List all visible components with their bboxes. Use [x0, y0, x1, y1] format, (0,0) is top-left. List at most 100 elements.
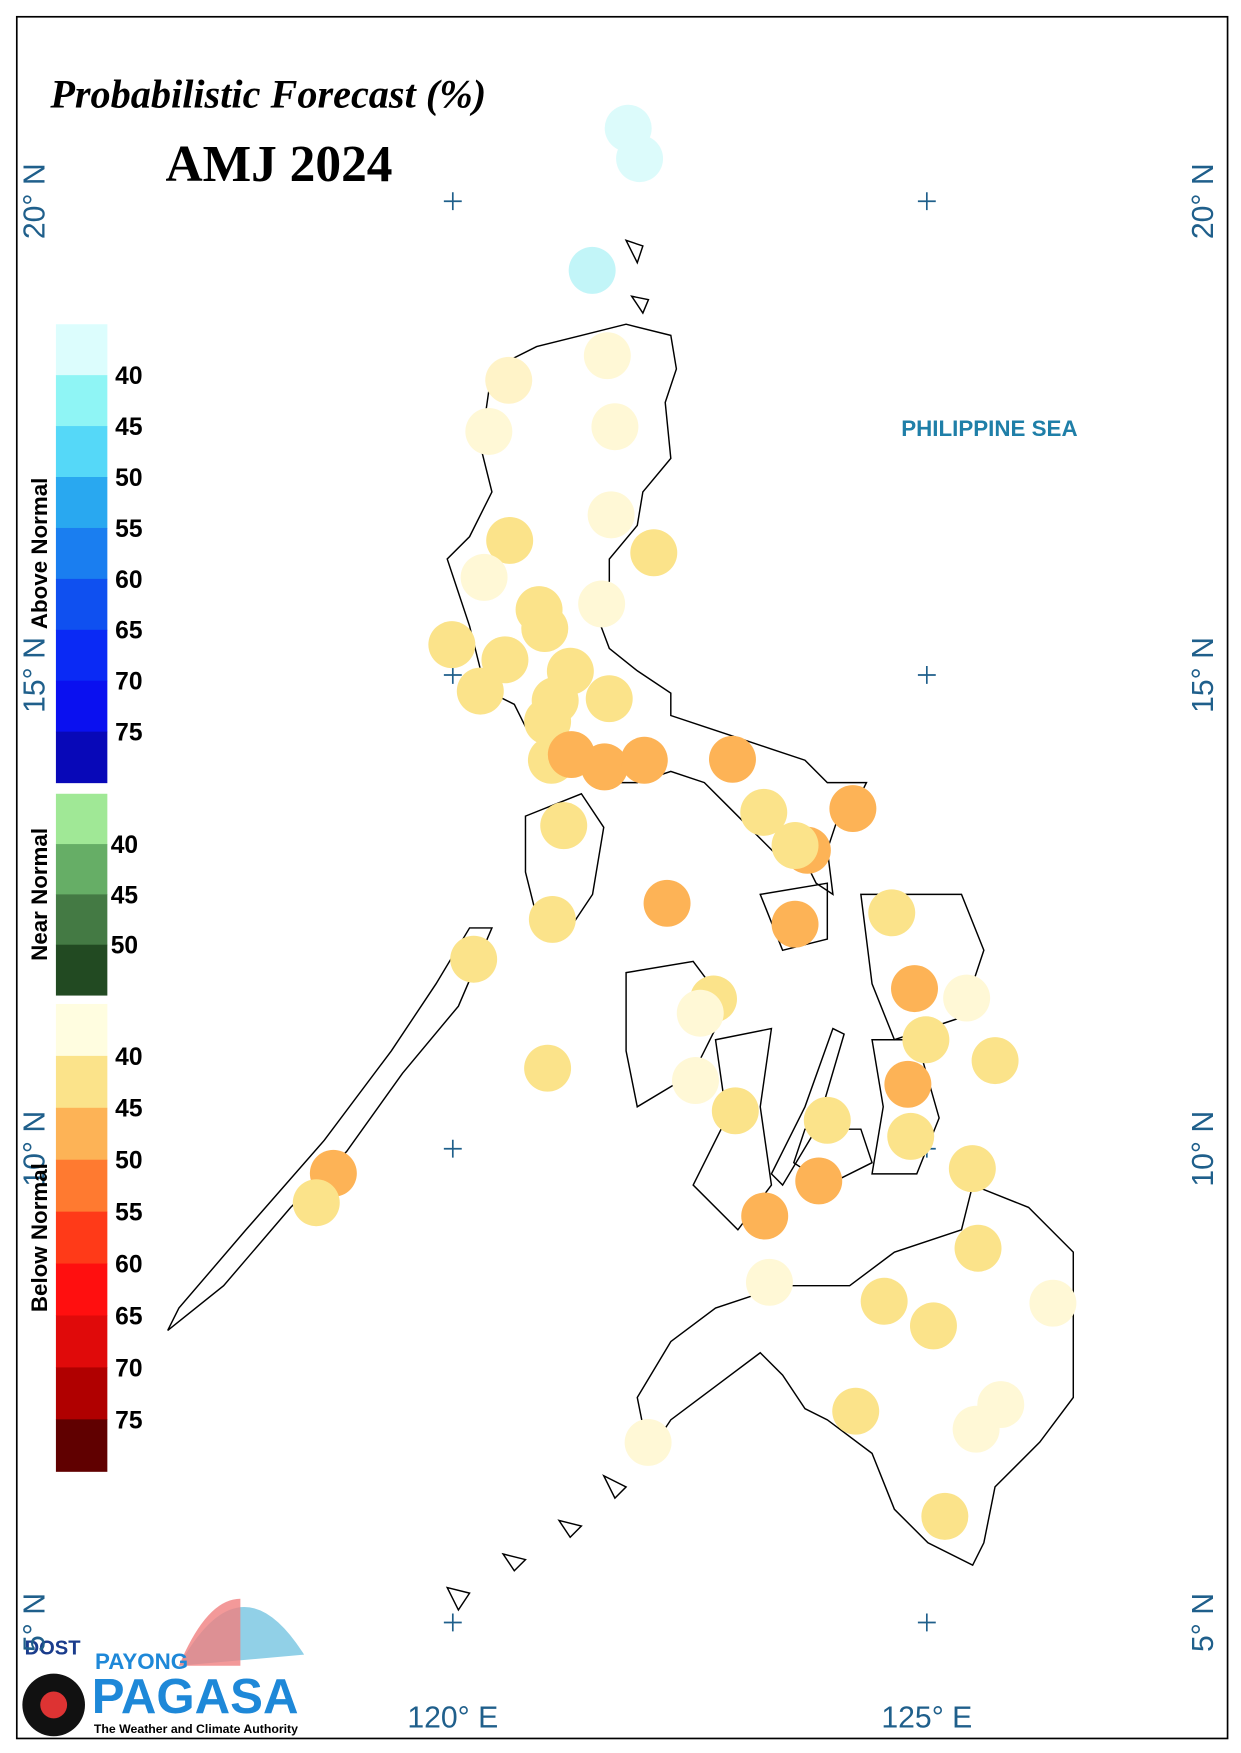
station	[740, 788, 788, 836]
station	[741, 1192, 789, 1240]
lon-tick-label: 120° E	[407, 1701, 498, 1734]
station	[540, 802, 588, 850]
logo: DOST PAYONG PAGASA The Weather and Clima…	[22, 1598, 305, 1737]
legend-label: 75	[115, 720, 142, 747]
legend-label: 65	[115, 1303, 142, 1330]
legend-swatch	[55, 1367, 108, 1420]
station	[450, 935, 498, 983]
map-subtitle: AMJ 2024	[165, 136, 392, 193]
graticule-cross	[917, 666, 936, 684]
station	[616, 135, 664, 183]
legend-swatch	[55, 477, 108, 529]
lat-tick-label: 20° N	[19, 163, 52, 239]
station	[711, 1087, 759, 1135]
sea-label: PHILIPPINE SEA	[901, 416, 1077, 441]
legend-label: 55	[115, 1200, 142, 1227]
legend-swatch	[55, 1055, 108, 1109]
station	[568, 246, 616, 294]
umbrella-icon	[178, 1598, 241, 1666]
station	[620, 736, 668, 784]
legend-label: 50	[111, 933, 138, 960]
station	[587, 491, 635, 539]
legend-swatch	[55, 375, 108, 427]
legend-group-label: Near Normal	[27, 828, 52, 961]
station	[460, 553, 508, 601]
legend-swatch	[55, 1107, 108, 1161]
map-frame	[15, 15, 1229, 1740]
stations	[292, 104, 1077, 1540]
legend-swatch	[55, 680, 108, 733]
station	[524, 1044, 572, 1092]
station	[528, 895, 576, 943]
station	[591, 403, 639, 451]
lat-tick-label: 5° N	[1187, 1593, 1220, 1652]
station	[902, 1016, 950, 1064]
station	[887, 1112, 935, 1160]
legend-label: 75	[115, 1407, 142, 1434]
legend-label: 50	[115, 465, 142, 492]
station	[829, 785, 877, 833]
station	[624, 1418, 672, 1466]
station	[803, 1096, 851, 1144]
station	[884, 1060, 932, 1108]
station	[909, 1302, 957, 1350]
legend-label: 45	[115, 414, 142, 441]
logo-brand: PAGASA	[92, 1669, 299, 1724]
logo-brand-top: PAYONG	[95, 1649, 188, 1674]
station	[630, 529, 678, 577]
legend-swatch	[55, 793, 108, 845]
station	[954, 1224, 1002, 1272]
lon-tick-label: 125° E	[881, 1701, 972, 1734]
station	[676, 989, 724, 1037]
graticule-cross	[443, 1613, 462, 1632]
graticule-cross	[443, 1139, 462, 1158]
legend-swatch	[55, 426, 108, 478]
dost-emblem	[40, 1691, 68, 1719]
station	[581, 743, 628, 791]
legend-swatch	[55, 731, 108, 784]
station	[456, 667, 504, 715]
logo-agency: DOST	[25, 1638, 82, 1660]
station	[672, 1057, 719, 1104]
legend-label: 50	[115, 1148, 142, 1175]
station	[771, 822, 819, 870]
legend-group-label: Below Normal	[27, 1163, 52, 1312]
legend-label: 65	[115, 618, 142, 645]
legend-label: 45	[111, 882, 138, 909]
legend-swatch	[55, 324, 108, 376]
station	[952, 1405, 1000, 1453]
legend-label: 40	[111, 832, 138, 859]
legend-label: 45	[115, 1096, 142, 1123]
legend-label: 60	[115, 567, 142, 594]
station	[583, 332, 631, 380]
station	[771, 900, 819, 948]
lat-tick-label: 15° N	[19, 637, 52, 713]
station	[971, 1037, 1019, 1085]
station	[868, 889, 916, 937]
station	[521, 605, 569, 653]
legend-swatch	[55, 1211, 108, 1265]
lat-tick-label: 10° N	[1187, 1111, 1220, 1187]
lat-tick-label: 5° N	[19, 1593, 52, 1652]
station	[708, 735, 756, 783]
legend-label: 40	[115, 1044, 142, 1071]
station	[465, 408, 513, 455]
legend-label: 70	[115, 669, 142, 696]
legend-swatch	[55, 1263, 108, 1317]
station	[578, 580, 626, 628]
legend-swatch	[55, 844, 108, 895]
graticule-cross	[917, 1613, 936, 1632]
legend-swatch	[55, 894, 108, 946]
station	[891, 965, 938, 1013]
legend-swatch	[55, 1419, 108, 1472]
legend-swatch	[55, 578, 108, 631]
legend-label: 70	[115, 1355, 142, 1382]
station	[524, 697, 572, 745]
logo-tagline: The Weather and Climate Authority	[94, 1722, 298, 1736]
legend-swatch	[55, 527, 108, 580]
graticule-cross	[917, 192, 936, 211]
graticule-cross	[443, 192, 462, 211]
lat-tick-label: 15° N	[1187, 637, 1220, 713]
legend-swatch	[55, 1159, 108, 1213]
station	[745, 1258, 793, 1306]
